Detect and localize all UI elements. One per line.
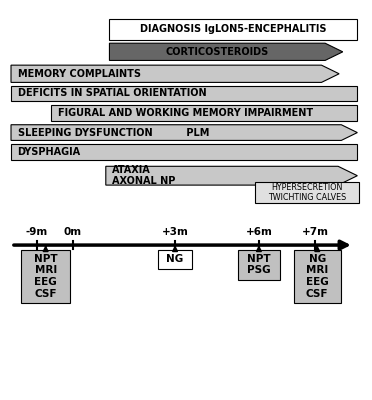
Text: 0m: 0m — [64, 227, 82, 237]
Text: DEFICITS IN SPATIAL ORIENTATION: DEFICITS IN SPATIAL ORIENTATION — [17, 88, 206, 98]
Text: NG
MRI
EEG
CSF: NG MRI EEG CSF — [306, 254, 328, 299]
Text: HYPERSECRETION
TWICHTING CALVES: HYPERSECRETION TWICHTING CALVES — [268, 183, 346, 202]
Polygon shape — [109, 43, 343, 60]
FancyBboxPatch shape — [11, 144, 357, 160]
Text: CORTICOSTEROIDS: CORTICOSTEROIDS — [166, 47, 269, 57]
Text: SLEEPING DYSFUNCTION          PLM: SLEEPING DYSFUNCTION PLM — [17, 128, 209, 138]
FancyBboxPatch shape — [255, 182, 359, 203]
Polygon shape — [11, 125, 357, 140]
Text: MEMORY COMPLAINTS: MEMORY COMPLAINTS — [17, 69, 141, 79]
Text: ATAXIA
AXONAL NP: ATAXIA AXONAL NP — [112, 165, 176, 186]
FancyBboxPatch shape — [51, 105, 357, 121]
FancyBboxPatch shape — [11, 86, 357, 101]
FancyBboxPatch shape — [238, 250, 280, 280]
Text: DYSPHAGIA: DYSPHAGIA — [17, 147, 81, 157]
FancyBboxPatch shape — [158, 250, 192, 269]
Text: FIGURAL AND WORKING MEMORY IMPAIRMENT: FIGURAL AND WORKING MEMORY IMPAIRMENT — [58, 108, 313, 118]
Text: NPT
PSG: NPT PSG — [247, 254, 271, 276]
Text: -9m: -9m — [25, 227, 48, 237]
FancyBboxPatch shape — [109, 19, 357, 40]
Text: DIAGNOSIS IgLON5-ENCEPHALITIS: DIAGNOSIS IgLON5-ENCEPHALITIS — [140, 24, 327, 34]
Text: +6m: +6m — [246, 227, 272, 237]
Text: NPT
MRI
EEG
CSF: NPT MRI EEG CSF — [34, 254, 57, 299]
Text: +3m: +3m — [161, 227, 189, 237]
Text: +7m: +7m — [302, 227, 329, 237]
FancyBboxPatch shape — [21, 250, 70, 303]
Polygon shape — [106, 166, 357, 185]
Polygon shape — [11, 65, 339, 82]
Text: NG: NG — [166, 254, 184, 264]
FancyBboxPatch shape — [294, 250, 341, 303]
